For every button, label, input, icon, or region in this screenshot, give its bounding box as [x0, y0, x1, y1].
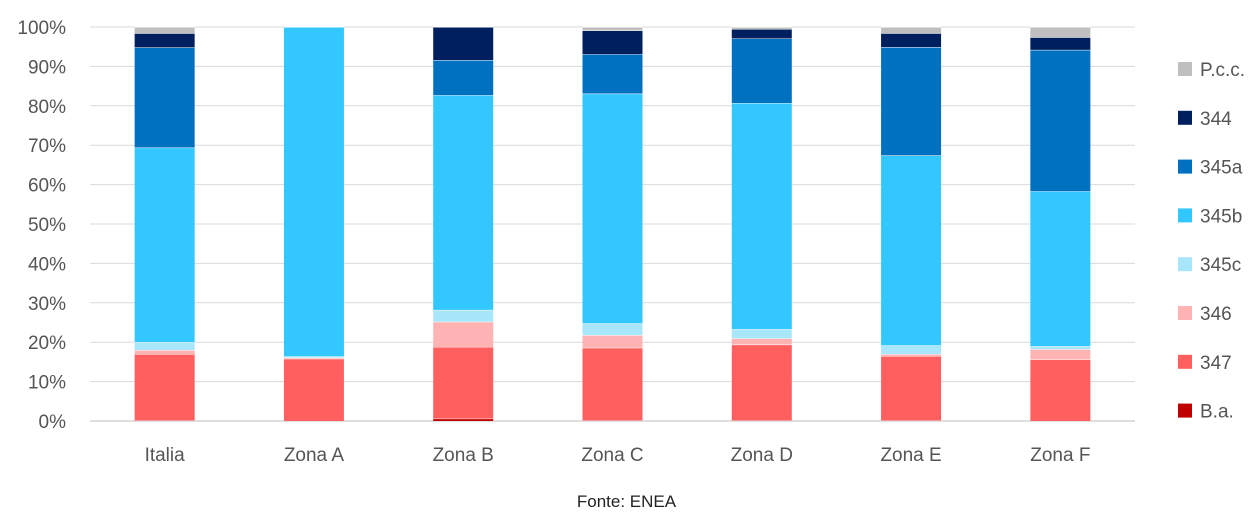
- legend-label: 345a: [1200, 158, 1243, 179]
- x-tick-label: Zona C: [581, 445, 643, 466]
- bar-segment: [134, 47, 195, 148]
- bar-segment: [881, 27, 942, 34]
- y-tick-label: 30%: [28, 294, 66, 315]
- legend-swatch: [1178, 403, 1192, 418]
- bar-segment: [433, 95, 494, 310]
- bar-segment: [582, 30, 643, 55]
- y-tick-label: 100%: [17, 18, 66, 39]
- bar-segment: [731, 27, 792, 29]
- x-tick-label: Zona B: [433, 445, 494, 466]
- bar-segment: [134, 350, 195, 355]
- bar-segment: [433, 27, 494, 61]
- bar-segment: [134, 342, 195, 351]
- bar-segment: [1030, 37, 1091, 50]
- legend-label: 345b: [1200, 206, 1242, 227]
- bar-segment: [881, 354, 942, 356]
- legend-label: P.c.c.: [1200, 60, 1245, 81]
- y-tick-label: 60%: [28, 176, 66, 197]
- legend-swatch: [1178, 257, 1192, 272]
- bar-segment: [134, 354, 195, 421]
- legend-swatch: [1178, 208, 1192, 223]
- bar-segment: [881, 345, 942, 355]
- bar-segment: [582, 93, 643, 324]
- bar-segment: [134, 27, 195, 34]
- y-tick-label: 0%: [39, 412, 67, 433]
- x-tick-label: Zona A: [284, 445, 345, 466]
- x-tick-label: Zona D: [731, 445, 793, 466]
- bar-segment: [1030, 27, 1091, 38]
- bar-segment: [731, 329, 792, 339]
- bar-segment: [1030, 359, 1091, 421]
- bar-segment: [731, 344, 792, 421]
- bar-segment: [433, 60, 494, 96]
- y-tick-label: 80%: [28, 97, 66, 118]
- bar-segment: [731, 28, 792, 39]
- bar-segment: [582, 347, 643, 421]
- legend-label: B.a.: [1200, 402, 1234, 423]
- bar-segment: [881, 33, 942, 48]
- bar-segment: [582, 335, 643, 348]
- legend-swatch: [1178, 354, 1192, 369]
- bar-segment: [731, 38, 792, 104]
- legend-label: 345c: [1200, 255, 1241, 276]
- bar-segment: [1030, 346, 1091, 350]
- bar-segment: [731, 338, 792, 345]
- y-tick-label: 40%: [28, 254, 66, 275]
- bar-segment: [731, 103, 792, 330]
- legend-label: 347: [1200, 353, 1232, 374]
- legend-swatch: [1178, 110, 1192, 125]
- bar-segment: [283, 356, 344, 358]
- bar-segment: [881, 355, 942, 421]
- bar-segment: [283, 357, 344, 359]
- bar-segment: [134, 147, 195, 343]
- y-tick-label: 50%: [28, 215, 66, 236]
- bar-segment: [1030, 49, 1091, 192]
- y-tick-label: 90%: [28, 57, 66, 78]
- legend-swatch: [1178, 62, 1192, 76]
- bar-segment: [1030, 349, 1091, 360]
- source-note: Fonte: ENEA: [576, 492, 677, 511]
- bar-segment: [134, 33, 195, 48]
- y-tick-label: 10%: [28, 373, 66, 394]
- bar-segment: [433, 346, 494, 419]
- bar-segment: [1030, 191, 1091, 347]
- bar-segment: [433, 321, 494, 347]
- legend-label: 344: [1200, 109, 1232, 130]
- bar-segment: [582, 323, 643, 336]
- bar-segment: [881, 47, 942, 156]
- bar-segment: [283, 27, 344, 357]
- x-tick-label: Zona E: [880, 445, 941, 466]
- bar-segment: [582, 27, 643, 31]
- bar-segment: [283, 358, 344, 421]
- bar-segment: [433, 309, 494, 322]
- bar-segment: [582, 54, 643, 94]
- legend-swatch: [1178, 159, 1192, 174]
- bar-segment: [881, 155, 942, 346]
- y-tick-label: 20%: [28, 333, 66, 354]
- y-tick-label: 70%: [28, 136, 66, 157]
- legend-label: 346: [1200, 304, 1232, 325]
- bar-segment: [433, 418, 494, 421]
- x-tick-label: Zona F: [1030, 445, 1090, 466]
- legend-swatch: [1178, 306, 1192, 320]
- x-tick-label: Italia: [145, 445, 186, 466]
